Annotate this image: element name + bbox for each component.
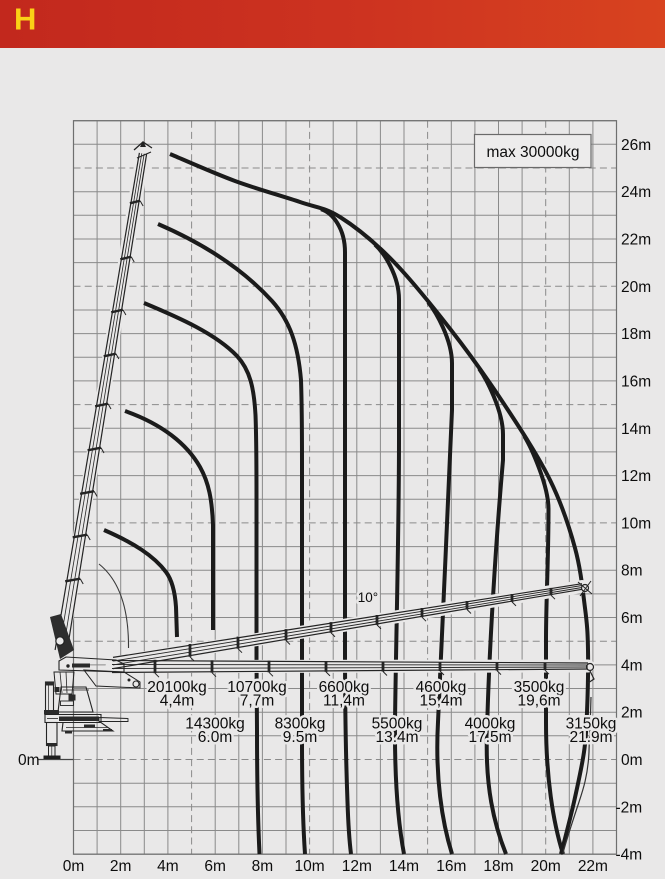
svg-text:10m: 10m (295, 858, 325, 875)
svg-text:9.5m: 9.5m (283, 729, 317, 746)
svg-text:22m: 22m (621, 232, 651, 249)
svg-text:10700kg: 10700kg (227, 679, 286, 696)
svg-text:12m: 12m (621, 468, 651, 485)
svg-text:14m: 14m (621, 421, 651, 438)
svg-text:0m: 0m (621, 752, 643, 769)
svg-text:21.9m: 21.9m (569, 729, 612, 746)
svg-text:8300kg: 8300kg (275, 716, 326, 733)
svg-text:max 30000kg: max 30000kg (486, 144, 579, 161)
svg-text:16m: 16m (436, 858, 466, 875)
svg-text:0m: 0m (63, 858, 85, 875)
svg-text:4600kg: 4600kg (416, 679, 467, 696)
svg-text:6.0m: 6.0m (198, 729, 232, 746)
svg-text:17.5m: 17.5m (468, 729, 511, 746)
svg-text:5500kg: 5500kg (372, 716, 423, 733)
svg-text:20m: 20m (621, 279, 651, 296)
svg-text:2m: 2m (110, 858, 132, 875)
svg-text:6m: 6m (204, 858, 226, 875)
svg-text:11,4m: 11,4m (323, 693, 365, 710)
svg-text:19,6m: 19,6m (517, 693, 560, 710)
svg-text:-2m: -2m (616, 799, 643, 816)
svg-text:12m: 12m (342, 858, 372, 875)
svg-text:8m: 8m (621, 563, 643, 580)
svg-text:18m: 18m (621, 326, 651, 343)
svg-text:6m: 6m (621, 610, 643, 627)
svg-text:14m: 14m (389, 858, 419, 875)
svg-text:3150kg: 3150kg (566, 716, 617, 733)
svg-text:4,4m: 4,4m (160, 693, 194, 710)
svg-text:4m: 4m (157, 858, 179, 875)
svg-text:H: H (14, 2, 36, 37)
svg-text:22m: 22m (578, 858, 608, 875)
svg-text:6600kg: 6600kg (319, 679, 370, 696)
svg-text:7,7m: 7,7m (240, 693, 274, 710)
svg-text:20100kg: 20100kg (147, 679, 206, 696)
svg-text:4m: 4m (621, 657, 643, 674)
svg-text:20m: 20m (531, 858, 561, 875)
svg-text:0m: 0m (18, 752, 40, 769)
svg-text:-4m: -4m (616, 847, 643, 864)
svg-text:14300kg: 14300kg (185, 716, 244, 733)
svg-text:3500kg: 3500kg (514, 679, 565, 696)
svg-text:10°: 10° (358, 590, 378, 605)
svg-text:2m: 2m (621, 705, 643, 722)
svg-text:10m: 10m (621, 515, 651, 532)
svg-text:8m: 8m (252, 858, 274, 875)
svg-text:13.4m: 13.4m (375, 729, 418, 746)
svg-text:16m: 16m (621, 373, 651, 390)
svg-text:15,4m: 15,4m (419, 693, 462, 710)
svg-text:26m: 26m (621, 137, 651, 154)
svg-text:18m: 18m (483, 858, 513, 875)
svg-text:24m: 24m (621, 184, 651, 201)
svg-text:4000kg: 4000kg (465, 716, 516, 733)
